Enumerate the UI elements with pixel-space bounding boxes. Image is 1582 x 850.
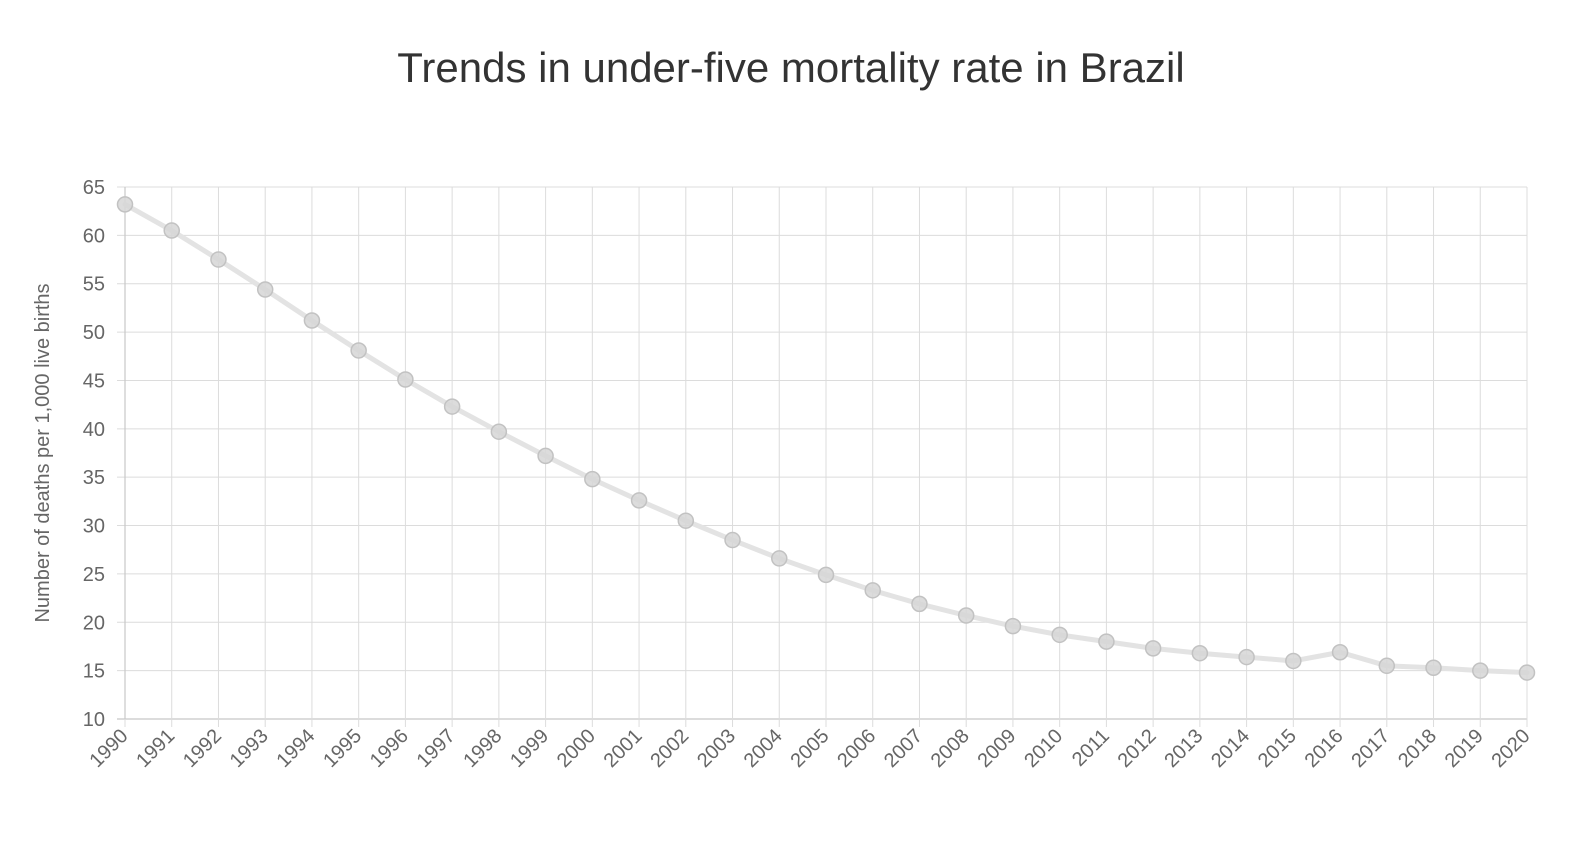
- x-tick-label: 2006: [833, 725, 880, 772]
- data-point[interactable]: [864, 582, 881, 599]
- x-tick-label: 2018: [1394, 725, 1441, 772]
- x-tick-label: 1990: [86, 725, 133, 772]
- x-tick-label: 1998: [459, 725, 506, 772]
- data-point[interactable]: [1331, 644, 1349, 661]
- y-axis-title: Number of deaths per 1,000 live births: [32, 283, 54, 622]
- y-tick-label: 65: [83, 177, 105, 199]
- x-tick-label: 1999: [506, 725, 553, 772]
- x-tick-label: 2016: [1301, 725, 1348, 772]
- data-point[interactable]: [677, 512, 695, 529]
- x-tick-label: 1994: [272, 725, 319, 772]
- x-tick-label: 2003: [693, 725, 740, 772]
- x-tick-label: 2015: [1254, 725, 1301, 772]
- x-tick-label: 2008: [927, 725, 974, 772]
- y-tick-label: 50: [83, 322, 105, 344]
- x-tick-label: 2007: [880, 725, 927, 772]
- axis-layer: 10 15 20 25 30 35 40 45 50 55 60 65 1990 1991 1992 1993…: [83, 177, 1535, 772]
- data-point[interactable]: [397, 371, 414, 388]
- y-tick-label: 40: [83, 419, 105, 441]
- data-point[interactable]: [350, 342, 367, 359]
- y-tick-label: 25: [83, 564, 105, 586]
- x-tick-label: 2002: [646, 725, 693, 772]
- x-tick-label: 1992: [179, 725, 226, 772]
- x-tick-label: 1996: [366, 725, 413, 772]
- data-point[interactable]: [210, 251, 227, 268]
- series-layer: [116, 196, 1536, 681]
- data-point[interactable]: [630, 492, 648, 509]
- y-tick-label: 45: [83, 370, 105, 392]
- x-tick-label: 2001: [600, 725, 647, 772]
- data-point[interactable]: [1051, 626, 1068, 644]
- x-tick-label: 1993: [226, 725, 273, 772]
- y-tick-label: 20: [83, 612, 105, 634]
- data-point[interactable]: [443, 398, 461, 415]
- y-tick-label: 55: [83, 274, 105, 296]
- data-point[interactable]: [817, 566, 835, 584]
- data-point[interactable]: [1518, 664, 1536, 681]
- x-tick-label: 2011: [1068, 725, 1114, 771]
- data-point[interactable]: [1425, 659, 1442, 676]
- x-tick-label: 1991: [132, 725, 179, 772]
- x-tick-label: 1997: [413, 725, 460, 772]
- grid-layer: [117, 186, 1528, 727]
- y-tick-label: 30: [83, 516, 105, 538]
- y-tick-label: 60: [83, 225, 105, 247]
- x-tick-label: 2019: [1441, 725, 1488, 772]
- x-tick-label: 2005: [787, 725, 834, 772]
- x-tick-label: 2000: [553, 725, 600, 772]
- x-tick-label: 2013: [1160, 725, 1207, 772]
- x-tick-label: 2004: [740, 725, 787, 772]
- data-point[interactable]: [584, 470, 601, 488]
- data-point[interactable]: [1144, 640, 1162, 657]
- data-point[interactable]: [303, 312, 321, 329]
- data-point[interactable]: [771, 550, 788, 567]
- y-tick-label: 15: [83, 661, 105, 683]
- data-point[interactable]: [911, 595, 928, 613]
- data-point[interactable]: [256, 281, 274, 298]
- data-point[interactable]: [1378, 657, 1396, 675]
- data-point[interactable]: [957, 607, 975, 624]
- data-point[interactable]: [724, 531, 741, 549]
- x-tick-label: 2020: [1488, 725, 1535, 772]
- data-point[interactable]: [163, 222, 180, 239]
- x-tick-label: 1995: [319, 725, 366, 772]
- data-point[interactable]: [537, 447, 554, 465]
- data-point[interactable]: [1004, 617, 1022, 635]
- data-point[interactable]: [1238, 648, 1255, 666]
- x-tick-label: 2010: [1020, 725, 1067, 772]
- chart-title: Trends in under-five mortality rate in B…: [397, 44, 1185, 91]
- x-tick-label: 2012: [1114, 725, 1161, 772]
- data-point[interactable]: [1285, 652, 1302, 670]
- x-tick-label: 2014: [1207, 725, 1254, 772]
- data-point[interactable]: [490, 423, 508, 440]
- y-tick-label: 35: [83, 467, 105, 489]
- data-point[interactable]: [1098, 633, 1115, 650]
- y-tick-label: 10: [83, 709, 105, 731]
- x-tick-label: 2017: [1347, 725, 1394, 772]
- data-point[interactable]: [116, 196, 134, 213]
- x-tick-label: 2009: [973, 725, 1020, 772]
- data-point[interactable]: [1472, 662, 1489, 679]
- data-point[interactable]: [1191, 644, 1209, 662]
